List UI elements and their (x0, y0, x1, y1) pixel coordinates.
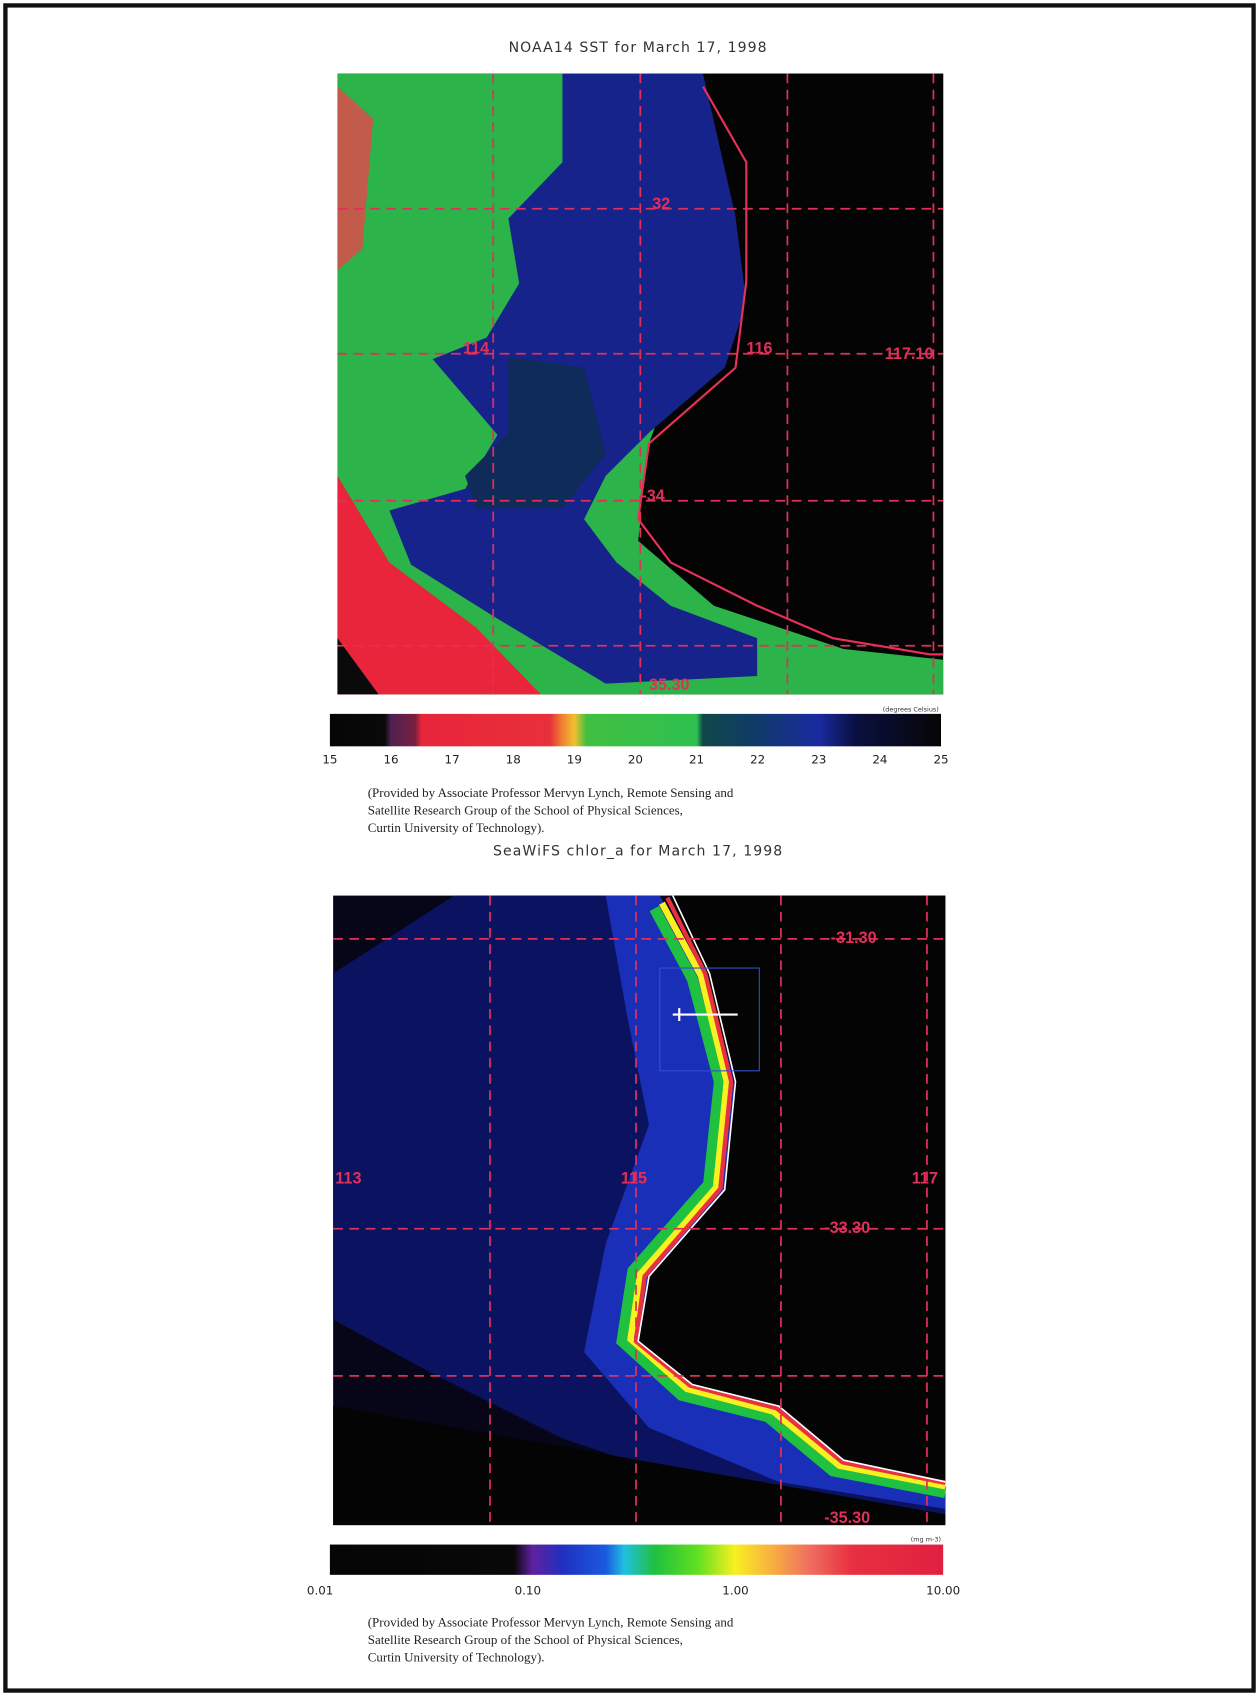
grid-label: 117.10 (885, 345, 934, 363)
colorbar-label: 0.01 (307, 1583, 333, 1597)
colorbar-label: 23 (811, 753, 826, 767)
colorbar-label: 17 (445, 753, 460, 767)
caption-line: Satellite Research Group of the School o… (368, 802, 683, 817)
page: {"panels": [ {"title": "NOAA14 SST for M… (0, 0, 1259, 1696)
colorbar-label: 10.00 (926, 1583, 960, 1597)
grid-label: 113 (335, 1169, 361, 1187)
chlorophyll-colorbar (330, 1545, 943, 1575)
grid-label: 115 (621, 1169, 647, 1187)
grid-label: -33.30 (824, 1219, 870, 1237)
colorbar-label: 20 (628, 753, 643, 767)
colorbar-label: 24 (872, 753, 887, 767)
grid-label: -31.30 (831, 929, 877, 947)
grid-label: 32 (652, 195, 670, 213)
grid-label: 117 (912, 1169, 938, 1187)
sst-map (337, 74, 943, 695)
panel-title: SeaWiFS chlor_a for March 17, 1998 (493, 844, 783, 860)
grid-label: -34 (641, 487, 664, 505)
chlorophyll-map (333, 896, 945, 1526)
caption-line: Satellite Research Group of the School o… (368, 1632, 683, 1647)
document-page: NOAA14 SST for March 17, 1998 32 114 116 117… (0, 0, 1259, 1696)
colorbar-label: 22 (750, 753, 765, 767)
caption-line: Curtin University of Technology). (368, 820, 545, 835)
colorbar-label: 18 (506, 753, 521, 767)
caption-line: Curtin University of Technology). (368, 1649, 545, 1664)
sst-colorbar (330, 714, 941, 746)
grid-label: 35.30 (649, 676, 690, 694)
colorbar-unit: (mg m-3) (911, 1535, 941, 1543)
colorbar-label: 15 (322, 753, 337, 767)
colorbar-unit: (degrees Celsius) (883, 706, 939, 714)
colorbar-label: 0.10 (515, 1583, 541, 1597)
colorbar-label: 21 (689, 753, 704, 767)
grid-label: 116 (746, 340, 772, 358)
grid-label: -35.30 (824, 1509, 870, 1527)
colorbar-label: 16 (383, 753, 398, 767)
colorbar-label: 25 (933, 753, 948, 767)
panel-title: NOAA14 SST for March 17, 1998 (509, 40, 768, 56)
caption-line: (Provided by Associate Professor Mervyn … (368, 785, 734, 800)
colorbar-label: 19 (567, 753, 582, 767)
grid-label: 114 (463, 340, 489, 358)
caption-line: (Provided by Associate Professor Mervyn … (368, 1615, 734, 1630)
colorbar-label: 1.00 (722, 1583, 748, 1597)
